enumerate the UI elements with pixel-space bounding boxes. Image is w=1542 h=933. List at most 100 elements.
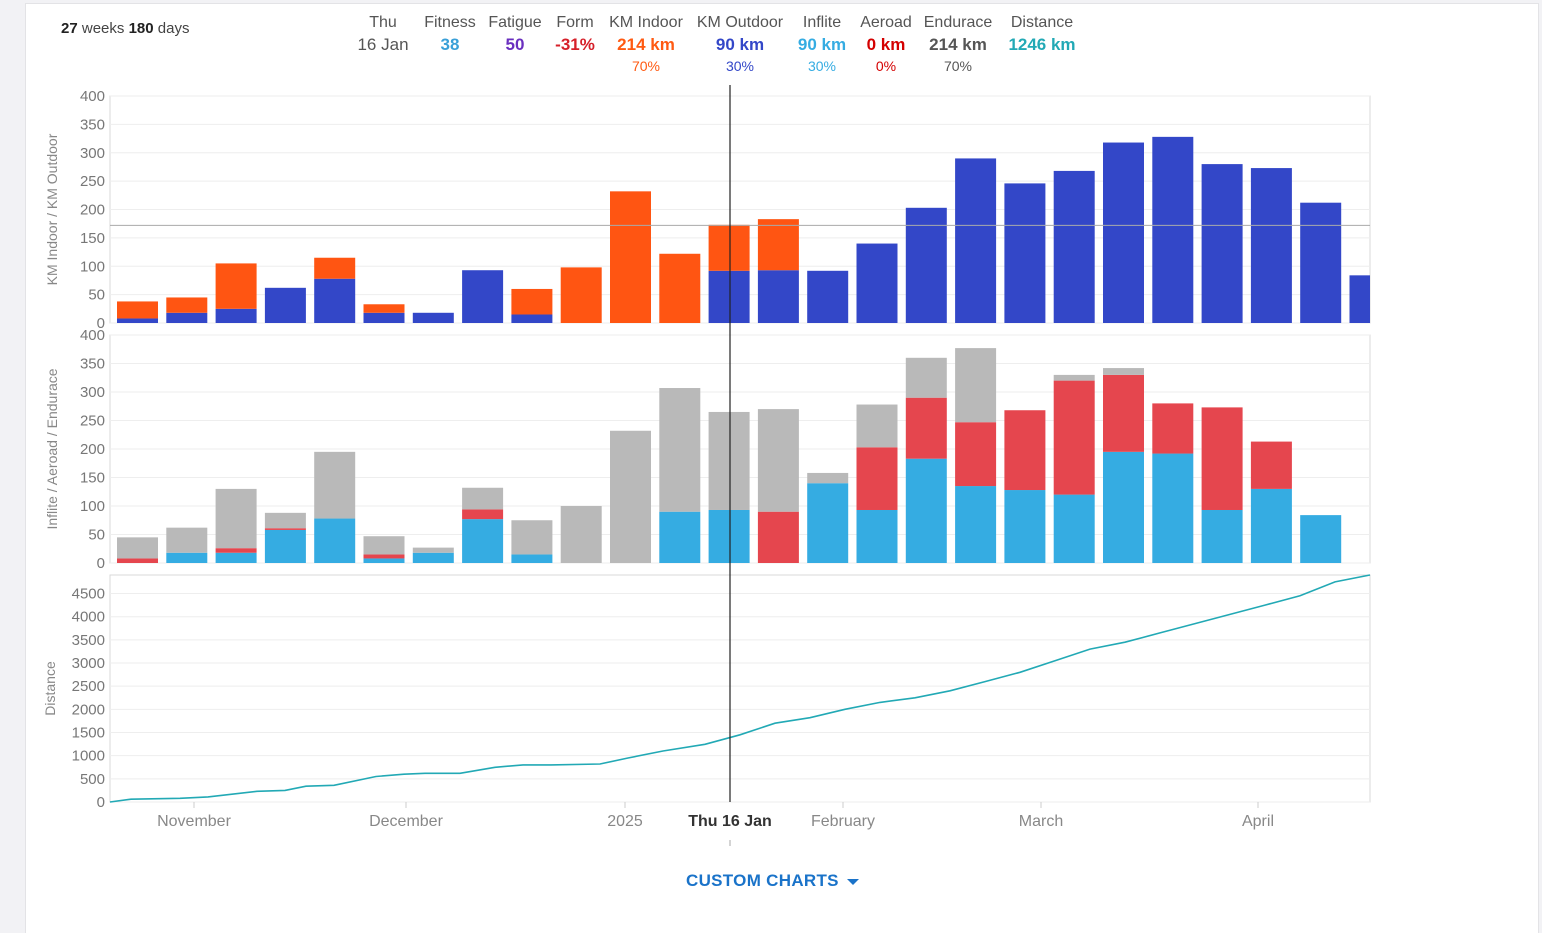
bar-km-indoor: [511, 288, 553, 315]
metric-distance: Distance 1246 km: [1008, 14, 1075, 58]
metric-inflite: Inflite 90 km 30%: [798, 14, 846, 74]
metric-thu: Thu 16 Jan: [357, 14, 408, 58]
metric-label: Fitness: [424, 14, 476, 31]
bar-endurace: [807, 472, 849, 484]
bar-endurace: [708, 411, 750, 510]
metric-percent: 30%: [725, 58, 755, 74]
metric-value: 38: [440, 35, 460, 54]
bar-inflite: [1152, 453, 1194, 563]
metric-percent: 70%: [943, 58, 973, 74]
metric-percent: 30%: [807, 58, 837, 74]
bar-endurace: [462, 487, 504, 510]
bar-inflite: [1300, 515, 1342, 563]
metric-value: -31%: [555, 35, 595, 54]
weeks-count: 27: [61, 20, 78, 37]
bar-inflite: [1103, 451, 1144, 563]
bar-endurace: [314, 451, 356, 519]
y-tick-label: 500: [80, 771, 105, 788]
metric-km-outdoor: KM Outdoor 90 km 30%: [697, 14, 783, 74]
bar-km-outdoor: [1250, 168, 1292, 323]
bar-endurace: [117, 537, 158, 559]
bar-km-outdoor: [1053, 170, 1095, 323]
bar-km-indoor: [166, 297, 208, 313]
distance-line: [109, 574, 1371, 803]
metric-percent: 0%: [875, 58, 897, 74]
bar-km-outdoor: [314, 278, 356, 323]
metric-label: Inflite: [802, 14, 842, 31]
metric-percent: 70%: [631, 58, 661, 74]
metric-value: 50: [505, 35, 525, 54]
bar-km-indoor: [659, 253, 701, 323]
y-tick-label: 50: [88, 287, 105, 304]
bar-km-outdoor: [757, 270, 799, 323]
bar-aeroad: [1103, 374, 1144, 452]
bar-km-indoor: [215, 263, 257, 309]
metric-label: Thu: [369, 14, 397, 31]
bar-km-outdoor: [1152, 136, 1194, 323]
bar-endurace: [511, 520, 553, 555]
bar-km-outdoor: [856, 243, 898, 323]
metric-value: 214 km: [929, 35, 987, 54]
bar-aeroad: [905, 397, 947, 459]
y-axis-label: Distance: [42, 661, 58, 716]
bar-endurace: [1053, 374, 1095, 381]
bar-km-outdoor: [807, 270, 849, 323]
y-tick-label: 0: [97, 794, 105, 811]
bar-endurace: [363, 536, 405, 555]
y-tick-label: 200: [80, 441, 105, 458]
y-tick-label: 200: [80, 202, 105, 219]
bar-endurace: [1103, 368, 1144, 375]
weeks-label: weeks: [81, 20, 125, 37]
metric-form: Form -31%: [555, 14, 595, 58]
y-tick-label: 150: [80, 470, 105, 487]
bar-inflite: [1004, 490, 1046, 563]
metric-label: Form: [556, 14, 594, 31]
metric-label: Endurace: [923, 14, 993, 31]
y-tick-label: 350: [80, 356, 105, 373]
bar-endurace: [264, 512, 306, 529]
y-tick-label: 1000: [72, 748, 105, 765]
metric-fitness: Fitness 38: [424, 14, 476, 58]
metric-km-indoor: KM Indoor 214 km 70%: [609, 14, 683, 74]
y-tick-label: 0: [97, 315, 105, 332]
bar-aeroad: [757, 511, 799, 563]
caret-down-icon: [846, 878, 859, 885]
bar-aeroad: [856, 447, 898, 510]
training-chart[interactable]: 0 50 100 150 200 250 300 350 400 KM Indoor / KM O…: [0, 0, 1542, 860]
x-tick-label: February: [811, 813, 875, 830]
metric-label: Fatigue: [488, 14, 542, 31]
bar-inflite: [1053, 494, 1095, 563]
days-count: 180: [128, 20, 154, 37]
bar-km-outdoor: [462, 270, 504, 323]
metric-label: Distance: [1010, 14, 1074, 31]
bar-km-outdoor: [1349, 275, 1370, 323]
bar-km-indoor: [560, 267, 602, 323]
bar-km-outdoor: [412, 312, 454, 323]
bar-km-outdoor: [1103, 142, 1144, 323]
y-tick-label: 300: [80, 384, 105, 401]
y-tick-label: 4500: [72, 586, 105, 603]
y-tick-label: 350: [80, 116, 105, 133]
bar-inflite: [905, 458, 947, 563]
bar-aeroad: [1004, 410, 1046, 491]
bar-km-outdoor: [215, 308, 257, 323]
bar-endurace: [560, 506, 602, 563]
bar-aeroad: [1201, 407, 1243, 510]
bar-endurace: [412, 547, 454, 553]
panel-frame: [109, 574, 1371, 803]
metric-value: 16 Jan: [357, 35, 409, 54]
bar-aeroad: [215, 548, 257, 553]
bar-aeroad: [462, 509, 504, 520]
metric-fatigue: Fatigue 50: [488, 14, 541, 58]
custom-charts-button[interactable]: CUSTOM CHARTS: [686, 871, 859, 891]
custom-charts-label: CUSTOM CHARTS: [686, 871, 839, 890]
x-tick-label: March: [1019, 813, 1063, 830]
x-tick-label: December: [369, 813, 443, 830]
bar-km-outdoor: [166, 312, 208, 323]
bar-km-outdoor: [264, 287, 306, 323]
y-tick-label: 1500: [72, 725, 105, 742]
metric-aeroad: Aeroad 0 km 0%: [860, 14, 912, 74]
bar-km-indoor: [708, 224, 750, 271]
bar-inflite: [1250, 488, 1292, 563]
period-summary: 27 weeks 180 days: [61, 20, 189, 37]
